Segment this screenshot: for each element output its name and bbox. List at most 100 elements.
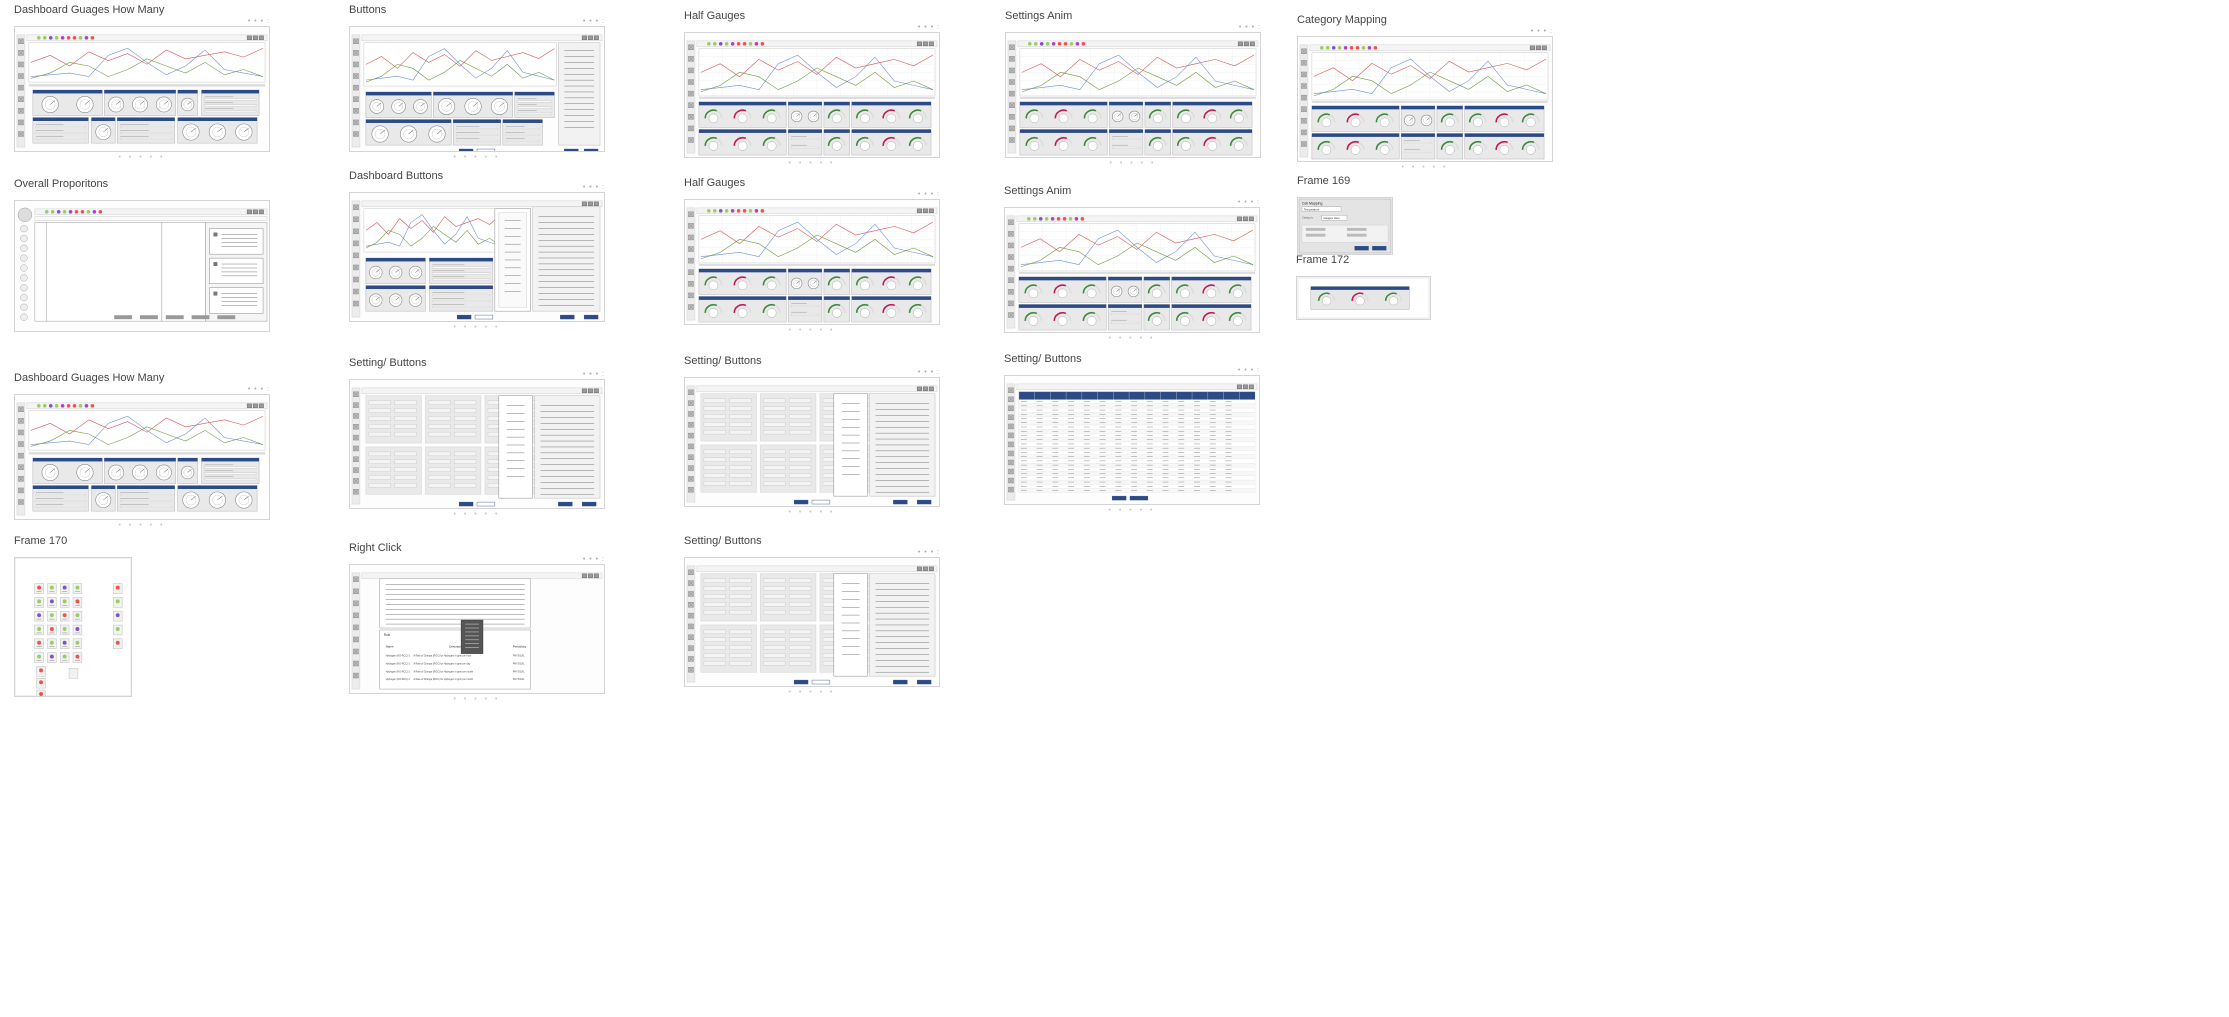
frame-thumbnail[interactable]: Rule Name Description Periodicity Hydrogen (… xyxy=(349,564,605,694)
frame-pager-dots[interactable]: • • • • • xyxy=(453,324,501,331)
frame-label[interactable]: Dashboard Buttons xyxy=(349,170,444,182)
frame-proportions[interactable]: Overall Proporitons xyxy=(14,178,270,344)
frame-thumbnail[interactable] xyxy=(684,557,940,687)
gauge xyxy=(1202,284,1221,299)
frame-label[interactable]: Settings Anim xyxy=(1005,10,1073,22)
frame-thumbnail[interactable] xyxy=(1296,276,1431,320)
frame-half[interactable]: Category Mapping • • • • • • • • : xyxy=(1297,14,1553,174)
sidebar-icon xyxy=(688,292,694,299)
frame-pager-dots[interactable]: • • • • • xyxy=(788,509,836,516)
frame-label[interactable]: Half Gauges xyxy=(684,177,746,189)
frame-pager-dots[interactable]: • • • • • xyxy=(788,689,836,696)
frame-dashbuttons[interactable]: Dashboard Buttons • • • • • • • • : xyxy=(349,170,605,334)
frame-mini[interactable]: Frame 172 xyxy=(1296,254,1431,332)
frame-pager-dots[interactable]: • • • • • xyxy=(1108,507,1156,514)
frame-label[interactable]: Overall Proporitons xyxy=(14,178,109,190)
frame-label[interactable]: Right Click xyxy=(349,542,402,554)
panel-header xyxy=(365,285,426,289)
frame-thumbnail[interactable] xyxy=(1005,32,1261,158)
gauge xyxy=(855,276,874,291)
sidebar-icon xyxy=(688,56,694,62)
frame-thumbnail[interactable] xyxy=(14,200,270,332)
frame-pager-dots[interactable]: • • • • • xyxy=(118,154,166,161)
frame-thumbnail[interactable]: Cell Mapping Temperature Category Gauges He… xyxy=(1297,197,1393,255)
frame-half[interactable]: Settings Anim • • • • • • • • : xyxy=(1004,185,1260,345)
status-dot xyxy=(707,42,711,46)
main-area xyxy=(46,222,163,322)
series-line xyxy=(1313,58,1547,95)
frame-pager-dots[interactable]: • • • • • xyxy=(453,511,501,518)
status-dot xyxy=(748,42,753,46)
frame-thumbnail[interactable] xyxy=(684,377,940,507)
sidebar xyxy=(1006,215,1016,329)
series-line xyxy=(1313,58,1547,82)
series-line xyxy=(1020,229,1254,266)
frame-buttons[interactable]: Buttons • • • • • • • • : xyxy=(349,4,605,164)
frame-pager-dots[interactable]: • • • • • xyxy=(453,696,501,703)
frame-label[interactable]: Setting/ Buttons xyxy=(684,355,762,367)
frame-pager-dots[interactable]: • • • • • xyxy=(788,327,836,334)
frame-pager-dots[interactable]: • • • • • xyxy=(118,522,166,529)
frame-label[interactable]: Setting/ Buttons xyxy=(684,535,762,547)
card-icon xyxy=(213,232,218,237)
frame-pager-dots[interactable]: • • • • • xyxy=(1108,335,1156,342)
frame-thumbnail[interactable] xyxy=(14,26,270,152)
frame-label[interactable]: Frame 170 xyxy=(14,535,68,547)
status-dot xyxy=(1075,42,1080,46)
frame-thumbnail[interactable] xyxy=(684,32,940,158)
field xyxy=(788,481,812,486)
frame-gauges[interactable]: Dashboard Guages How Many • • • • • • • • … xyxy=(14,372,270,532)
frame-settings[interactable]: Setting/ Buttons • • • • • • • • : xyxy=(684,535,940,699)
frame-label[interactable]: Frame 169 xyxy=(1297,175,1351,187)
gauge xyxy=(1346,113,1365,128)
frame-preview xyxy=(686,207,938,323)
frame-label[interactable]: Dashboard Guages How Many xyxy=(14,4,165,16)
frame-pager-dots[interactable]: • • • • • xyxy=(788,160,836,167)
frame-settings[interactable]: Setting/ Buttons • • • • • • • • : xyxy=(684,355,940,519)
status-dot xyxy=(1062,217,1067,221)
timeline xyxy=(28,452,266,455)
status-dot xyxy=(78,404,83,408)
frame-label[interactable]: Half Gauges xyxy=(684,10,746,22)
frame-label[interactable]: Settings Anim xyxy=(1004,185,1072,197)
frame-label[interactable]: Buttons xyxy=(349,4,387,16)
gauge xyxy=(1521,140,1540,155)
sidebar-icon xyxy=(18,452,24,459)
frame-settings[interactable]: Setting/ Buttons • • • • • • • • : xyxy=(349,357,605,521)
gauge xyxy=(882,109,901,124)
frame-pager-dots[interactable]: • • • • • xyxy=(1401,164,1449,171)
input-row xyxy=(119,494,173,497)
field xyxy=(763,473,786,478)
frame-label[interactable]: Frame 172 xyxy=(1296,254,1350,266)
gauge xyxy=(855,136,874,151)
frame-half[interactable]: Half Gauges • • • • • • • • : xyxy=(684,10,940,170)
input-row xyxy=(35,500,86,502)
frame-thumbnail[interactable] xyxy=(1004,375,1260,505)
gauge xyxy=(388,265,403,280)
frame-thumbnail[interactable] xyxy=(349,192,605,322)
frame-thumbnail[interactable] xyxy=(14,394,270,520)
frame-thumbnail[interactable] xyxy=(684,199,940,325)
frame-table[interactable]: Setting/ Buttons • • • • • • • • : xyxy=(1004,353,1260,517)
frame-gauges[interactable]: Dashboard Guages How Many • • • • • • • • … xyxy=(14,4,270,164)
frame-label[interactable]: Category Mapping xyxy=(1297,14,1387,26)
frame-thumbnail[interactable] xyxy=(1004,207,1260,333)
frame-icons[interactable]: Frame 170 xyxy=(14,535,132,709)
frame-pager-dots[interactable]: • • • • • xyxy=(453,154,501,161)
gauge xyxy=(1521,113,1540,128)
frame-thumbnail[interactable] xyxy=(349,379,605,509)
frame-half[interactable]: Half Gauges • • • • • • • • : xyxy=(684,177,940,337)
frame-label[interactable]: Dashboard Guages How Many xyxy=(14,372,165,384)
gauge xyxy=(371,125,389,143)
series-line xyxy=(365,226,501,249)
frame-half[interactable]: Settings Anim • • • • • • • • : xyxy=(1005,10,1261,170)
frame-thumbnail[interactable] xyxy=(349,26,605,152)
field xyxy=(703,653,726,658)
frame-pager-dots[interactable]: • • • • • xyxy=(1109,160,1157,167)
frame-dialog[interactable]: Frame 169 Cell Mapping Temperature Category… xyxy=(1297,175,1393,267)
frame-label[interactable]: Setting/ Buttons xyxy=(349,357,427,369)
frame-thumbnail[interactable] xyxy=(1297,36,1553,162)
frame-thumbnail[interactable] xyxy=(14,557,132,697)
frame-rightclick[interactable]: Right Click Rule Name Description Periodicit… xyxy=(349,542,605,706)
frame-label[interactable]: Setting/ Buttons xyxy=(1004,353,1082,365)
